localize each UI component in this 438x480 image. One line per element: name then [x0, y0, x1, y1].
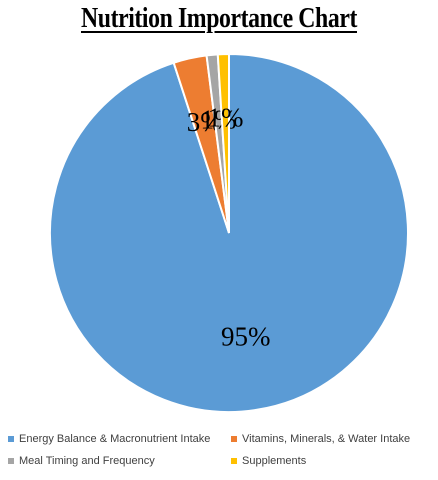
legend-item-energy-balance: Energy Balance & Macronutrient Intake: [8, 433, 231, 445]
chart-title-text: Nutrition Importance Chart: [80, 2, 357, 34]
legend-swatch: [231, 436, 237, 442]
pie-slice-label-0: 95%: [221, 321, 271, 351]
pie-slice-label-3: 1%: [207, 102, 243, 132]
legend-label: Supplements: [242, 455, 307, 467]
legend-swatch: [8, 436, 14, 442]
legend-swatch: [231, 458, 237, 464]
legend-item-supplements: Supplements: [231, 455, 306, 467]
pie-slice-3: [216, 52, 230, 234]
pie-slice-0: [49, 52, 409, 413]
legend-label: Vitamins, Minerals, & Water Intake: [242, 433, 411, 445]
legend-item-vitamins-minerals: Vitamins, Minerals, & Water Intake: [231, 433, 410, 445]
legend-swatch: [8, 458, 14, 464]
legend-label: Meal Timing and Frequency: [19, 455, 155, 467]
pie-slice-label-2: 1%: [201, 105, 237, 135]
legend-item-meal-timing: Meal Timing and Frequency: [8, 455, 231, 467]
chart-title: Nutrition Importance Chart: [39, 2, 398, 35]
chart-legend: Energy Balance & Macronutrient Intake Vi…: [8, 428, 436, 472]
legend-label: Energy Balance & Macronutrient Intake: [19, 433, 211, 445]
pie-chart: 95%3%1%1%: [49, 52, 409, 413]
